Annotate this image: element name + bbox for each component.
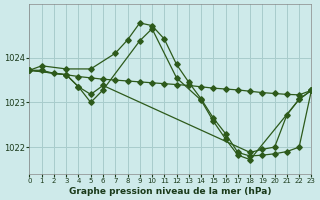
X-axis label: Graphe pression niveau de la mer (hPa): Graphe pression niveau de la mer (hPa) bbox=[69, 187, 272, 196]
